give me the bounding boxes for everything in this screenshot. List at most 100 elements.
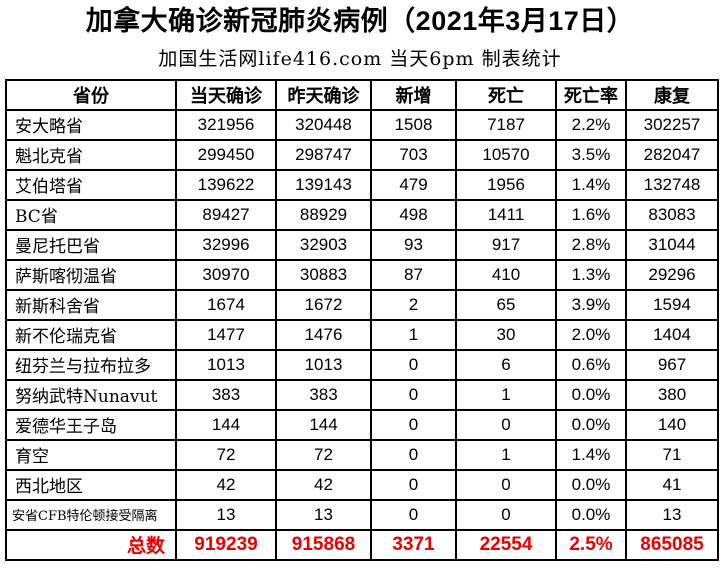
new-cases-cell: 93	[370, 228, 457, 261]
deaths-cell: 10570	[455, 138, 557, 171]
total-today-cell: 919239	[175, 528, 277, 561]
death-rate-cell: 1.6%	[555, 198, 627, 231]
new-cases-cell: 1	[370, 318, 457, 351]
recovered-cell: 380	[625, 378, 719, 411]
recovered-cell: 282047	[625, 138, 719, 171]
header-yesterday-confirmed: 昨天确诊	[275, 78, 372, 111]
death-rate-cell: 1.3%	[555, 258, 627, 291]
page-subtitle: 加国生活网life416.com 当天6pm 制表统计	[158, 47, 562, 70]
yesterday-cell: 32903	[275, 228, 372, 261]
table-row: 安省CFB特伦顿接受隔离 13 13 0 0 0.0% 13	[5, 498, 719, 531]
today-cell: 1674	[175, 288, 277, 321]
new-cases-cell: 1508	[370, 108, 457, 141]
yesterday-cell: 383	[275, 378, 372, 411]
recovered-cell: 71	[625, 438, 719, 471]
total-recovered-cell: 865085	[625, 528, 719, 561]
today-cell: 30970	[175, 258, 277, 291]
province-cell: 安省CFB特伦顿接受隔离	[5, 498, 177, 531]
table-row: 西北地区 42 42 0 0 0.0% 41	[5, 468, 719, 501]
new-cases-cell: 479	[370, 168, 457, 201]
yesterday-cell: 144	[275, 408, 372, 441]
today-cell: 383	[175, 378, 277, 411]
recovered-cell: 29296	[625, 258, 719, 291]
recovered-cell: 140	[625, 408, 719, 441]
deaths-cell: 0	[455, 468, 557, 501]
recovered-cell: 132748	[625, 168, 719, 201]
table-row: 新不伦瑞克省 1477 1476 1 30 2.0% 1404	[5, 318, 719, 351]
death-rate-cell: 3.5%	[555, 138, 627, 171]
table-row: BC省 89427 88929 498 1411 1.6% 83083	[5, 198, 719, 231]
table-row: 萨斯喀彻温省 30970 30883 87 410 1.3% 29296	[5, 258, 719, 291]
table-row: 安大略省 321956 320448 1508 7187 2.2% 302257	[5, 108, 719, 141]
recovered-cell: 302257	[625, 108, 719, 141]
province-cell: 萨斯喀彻温省	[5, 258, 177, 291]
table-row: 曼尼托巴省 32996 32903 93 917 2.8% 31044	[5, 228, 719, 261]
recovered-cell: 31044	[625, 228, 719, 261]
page-title: 加拿大确诊新冠肺炎病例（2021年3月17日）	[85, 6, 635, 36]
table-row: 艾伯塔省 139622 139143 479 1956 1.4% 132748	[5, 168, 719, 201]
new-cases-cell: 703	[370, 138, 457, 171]
new-cases-cell: 0	[370, 378, 457, 411]
recovered-cell: 967	[625, 348, 719, 381]
today-cell: 144	[175, 408, 277, 441]
table-row: 爱德华王子岛 144 144 0 0 0.0% 140	[5, 408, 719, 441]
today-cell: 89427	[175, 198, 277, 231]
table-row: 努纳武特Nunavut 383 383 0 1 0.0% 380	[5, 378, 719, 411]
recovered-cell: 13	[625, 498, 719, 531]
recovered-cell: 1594	[625, 288, 719, 321]
province-cell: 曼尼托巴省	[5, 228, 177, 261]
death-rate-cell: 0.0%	[555, 468, 627, 501]
yesterday-cell: 298747	[275, 138, 372, 171]
deaths-cell: 1411	[455, 198, 557, 231]
yesterday-cell: 320448	[275, 108, 372, 141]
today-cell: 299450	[175, 138, 277, 171]
table-row: 育空 72 72 0 1 1.4% 71	[5, 438, 719, 471]
today-cell: 32996	[175, 228, 277, 261]
province-cell: 艾伯塔省	[5, 168, 177, 201]
yesterday-cell: 1013	[275, 348, 372, 381]
death-rate-cell: 1.4%	[555, 438, 627, 471]
yesterday-cell: 1672	[275, 288, 372, 321]
death-rate-cell: 2.2%	[555, 108, 627, 141]
province-cell: 育空	[5, 438, 177, 471]
today-cell: 321956	[175, 108, 277, 141]
deaths-cell: 30	[455, 318, 557, 351]
deaths-cell: 65	[455, 288, 557, 321]
total-yesterday-cell: 915868	[275, 528, 372, 561]
total-death-rate-cell: 2.5%	[555, 528, 627, 561]
header-deaths: 死亡	[455, 78, 557, 111]
new-cases-cell: 0	[370, 408, 457, 441]
yesterday-cell: 30883	[275, 258, 372, 291]
province-cell: BC省	[5, 198, 177, 231]
new-cases-cell: 0	[370, 348, 457, 381]
yesterday-cell: 42	[275, 468, 372, 501]
header-row: 省份 当天确诊 昨天确诊 新增 死亡 死亡率 康复	[5, 78, 719, 111]
province-cell: 纽芬兰与拉布拉多	[5, 348, 177, 381]
yesterday-cell: 13	[275, 498, 372, 531]
header-recovered: 康复	[625, 78, 719, 111]
province-cell: 安大略省	[5, 108, 177, 141]
province-cell: 爱德华王子岛	[5, 408, 177, 441]
header-today-confirmed: 当天确诊	[175, 78, 277, 111]
new-cases-cell: 0	[370, 468, 457, 501]
death-rate-cell: 0.6%	[555, 348, 627, 381]
header-province: 省份	[5, 78, 177, 111]
table-row: 魁北克省 299450 298747 703 10570 3.5% 282047	[5, 138, 719, 171]
new-cases-cell: 498	[370, 198, 457, 231]
today-cell: 42	[175, 468, 277, 501]
yesterday-cell: 1476	[275, 318, 372, 351]
total-new-cases-cell: 3371	[370, 528, 457, 561]
new-cases-cell: 0	[370, 438, 457, 471]
total-label: 总数	[5, 528, 177, 561]
table-row: 纽芬兰与拉布拉多 1013 1013 0 6 0.6% 967	[5, 348, 719, 381]
recovered-cell: 1404	[625, 318, 719, 351]
death-rate-cell: 1.4%	[555, 168, 627, 201]
yesterday-cell: 88929	[275, 198, 372, 231]
deaths-cell: 1956	[455, 168, 557, 201]
province-cell: 魁北克省	[5, 138, 177, 171]
new-cases-cell: 0	[370, 498, 457, 531]
death-rate-cell: 3.9%	[555, 288, 627, 321]
death-rate-cell: 0.0%	[555, 498, 627, 531]
new-cases-cell: 2	[370, 288, 457, 321]
today-cell: 72	[175, 438, 277, 471]
